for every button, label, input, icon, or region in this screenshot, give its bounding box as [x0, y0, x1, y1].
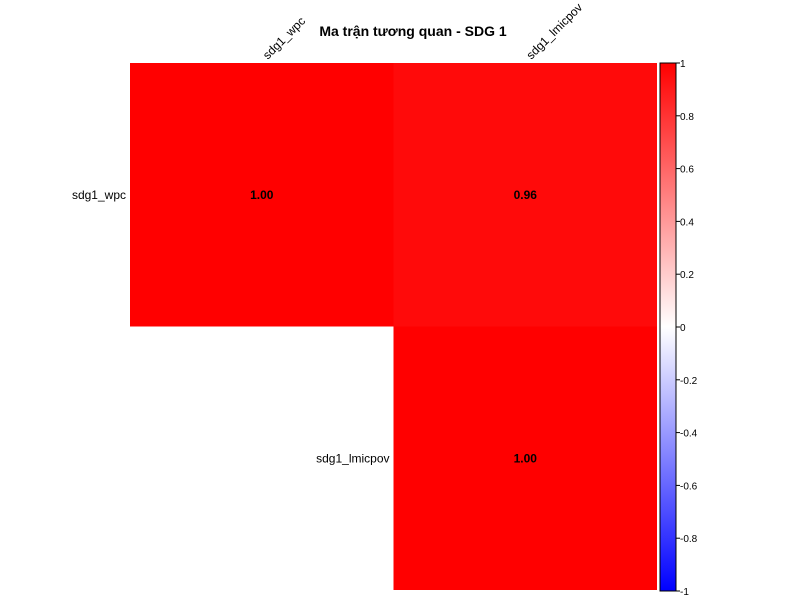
cell-value-label: 1.00	[250, 188, 274, 202]
colorbar-tick-label: 0.2	[680, 270, 694, 281]
colorbar-tick-label: 0.8	[680, 112, 694, 123]
column-label-sdg1_wpc: sdg1_wpc	[260, 14, 308, 62]
heatmap-cell-sdg1_wpc-sdg1_lmicpov	[393, 63, 657, 327]
colorbar-tick-label: -0.2	[680, 376, 698, 387]
chart-title: Ma trận tương quan - SDG 1	[319, 23, 507, 39]
column-label-sdg1_lmicpov: sdg1_lmicpov	[523, 0, 585, 62]
heatmap-cell-sdg1_wpc-sdg1_wpc	[130, 63, 394, 327]
colorbar-tick-label: -1	[680, 587, 689, 598]
colorbar-ticks: -1 -0.8 -0.6 -0.4 -0.2 0 0.2 0.4 0.6 0.8 1	[676, 59, 698, 598]
cell-value-label: 1.00	[514, 451, 538, 465]
colorbar-tick-label: -0.4	[680, 429, 698, 440]
colorbar: -1 -0.8 -0.6 -0.4 -0.2 0 0.2 0.4 0.6 0.8 1	[659, 59, 698, 598]
colorbar-tick-label: -0.8	[680, 534, 698, 545]
colorbar-tick-label: 0.6	[680, 165, 694, 176]
colorbar-tick-label: -0.6	[680, 481, 698, 492]
colorbar-tick-label: 0	[680, 323, 686, 334]
row-labels: sdg1_wpc sdg1_lmicpov	[72, 188, 390, 466]
row-label-sdg1_wpc: sdg1_wpc	[72, 188, 126, 202]
heatmap-cells: 1.00 0.96 1.00	[130, 63, 657, 590]
colorbar-tick-label: 0.4	[680, 217, 694, 228]
cell-value-label: 0.96	[514, 188, 538, 202]
heatmap-cell-sdg1_lmicpov-sdg1_lmicpov	[393, 326, 657, 590]
row-label-sdg1_lmicpov: sdg1_lmicpov	[316, 451, 389, 465]
colorbar-gradient	[659, 62, 677, 592]
colorbar-tick-label: 1	[680, 59, 686, 70]
